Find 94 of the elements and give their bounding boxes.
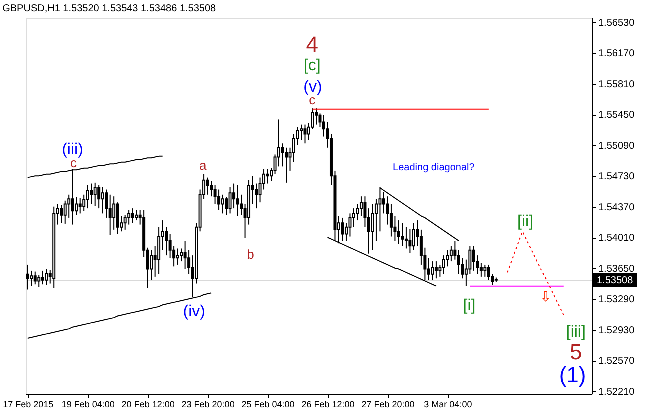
candlestick: [26, 264, 30, 290]
y-tick-label: 1.52570: [598, 356, 636, 368]
candlestick: [82, 194, 86, 212]
candlestick: [314, 108, 318, 126]
candlestick: [348, 213, 352, 238]
candlestick: [457, 250, 460, 275]
x-tick-label: 20 Feb 12:00: [122, 400, 175, 410]
annotation: 4: [306, 32, 319, 58]
x-tick-label: 23 Feb 20:00: [182, 400, 235, 410]
candlestick: [101, 186, 104, 214]
candlestick: [105, 189, 108, 218]
candlestick: [210, 180, 214, 198]
candlestick: [401, 222, 404, 247]
chart-title: GBPUSD,H1 1.53520 1.53543 1.53486 1.53508: [2, 3, 217, 14]
candlestick: [225, 196, 228, 216]
annotation: b: [247, 246, 254, 262]
candlestick: [98, 184, 101, 210]
x-tick-label: 26 Feb 12:00: [302, 400, 355, 410]
y-tick-label: 1.55810: [598, 79, 636, 90]
candlestick: [266, 168, 270, 184]
ref-line-label: 1.53508: [597, 276, 634, 287]
candlestick: [45, 268, 48, 286]
candlestick: [352, 208, 356, 228]
candlestick: [38, 274, 41, 288]
candlestick: [371, 204, 374, 251]
candlestick: [78, 198, 82, 214]
candlestick: [206, 177, 210, 196]
candlestick: [364, 196, 367, 228]
annotation: [i]: [463, 297, 476, 314]
y-tick-label: 1.54010: [598, 233, 636, 244]
candlestick: [450, 246, 453, 262]
candlestick: [86, 184, 90, 210]
annotation: [c]: [304, 57, 321, 74]
candlestick: [75, 196, 78, 216]
candlestick: [158, 226, 161, 275]
candlestick: [180, 248, 184, 262]
candlestick: [408, 228, 412, 254]
annotation: Leading diagonal?: [393, 162, 476, 174]
annotation: (iv): [183, 304, 206, 321]
candlestick: [94, 182, 97, 206]
annotation: a: [200, 158, 208, 174]
candlestick: [131, 208, 134, 224]
annotation: 5: [570, 339, 582, 364]
candlestick: [176, 248, 180, 266]
annotation: [iii]: [566, 324, 586, 341]
y-tick-label: 1.54370: [598, 202, 636, 214]
candlestick: [30, 270, 34, 287]
candlestick: [285, 147, 288, 184]
candlestick: [434, 261, 438, 280]
line-series: [507, 231, 564, 316]
candlestick: [412, 222, 416, 251]
annotation: ⇩: [540, 288, 552, 305]
candlestick: [480, 262, 483, 278]
candlestick: [427, 258, 430, 281]
candlestick: [472, 246, 476, 272]
y-tick-label: 1.53290: [598, 294, 636, 306]
x-tick-label: 27 Feb 20:00: [362, 400, 415, 410]
y-tick-label: 1.55090: [598, 140, 636, 152]
candlestick: [150, 250, 154, 281]
candlestick: [218, 189, 221, 211]
candlestick: [236, 184, 240, 217]
x-tick-label: 17 Feb 2015: [3, 400, 54, 410]
candlestick: [484, 264, 487, 278]
candlestick: [404, 226, 408, 250]
y-tick-label: 1.54730: [598, 172, 636, 183]
y-tick-label: 1.52210: [598, 386, 636, 398]
y-tick-label: 1.52930: [598, 325, 636, 336]
candlestick: [228, 186, 232, 214]
candlestick: [34, 271, 37, 286]
x-tick-label: 19 Feb 04:00: [62, 400, 115, 410]
candlestick: [431, 261, 434, 281]
candlestick: [386, 196, 390, 226]
candlestick: [60, 204, 64, 224]
candlestick: [124, 214, 127, 230]
candlestick: [135, 210, 138, 222]
candlestick: [390, 204, 393, 238]
candlestick: [397, 220, 400, 245]
candlestick: [90, 183, 94, 205]
candlestick: [360, 196, 363, 217]
candlestick: [221, 194, 224, 214]
x-tick-label: 3 Mar 04:00: [424, 400, 472, 410]
annotation: (1): [559, 362, 586, 388]
y-tick-label: 1.53650: [598, 264, 636, 275]
y-tick-label: 1.56170: [598, 48, 636, 60]
candlestick: [232, 183, 236, 210]
candlestick: [41, 270, 44, 286]
candlestick: [304, 124, 307, 144]
candlestick: [108, 194, 112, 236]
x-tick-label: 25 Feb 04:00: [242, 400, 295, 410]
y-tick-label: 1.56530: [598, 18, 636, 29]
y-tick-label: 1.55450: [598, 110, 636, 122]
annotation: [ii]: [518, 213, 534, 230]
candlestick: [116, 202, 120, 235]
candlestick: [341, 217, 344, 242]
